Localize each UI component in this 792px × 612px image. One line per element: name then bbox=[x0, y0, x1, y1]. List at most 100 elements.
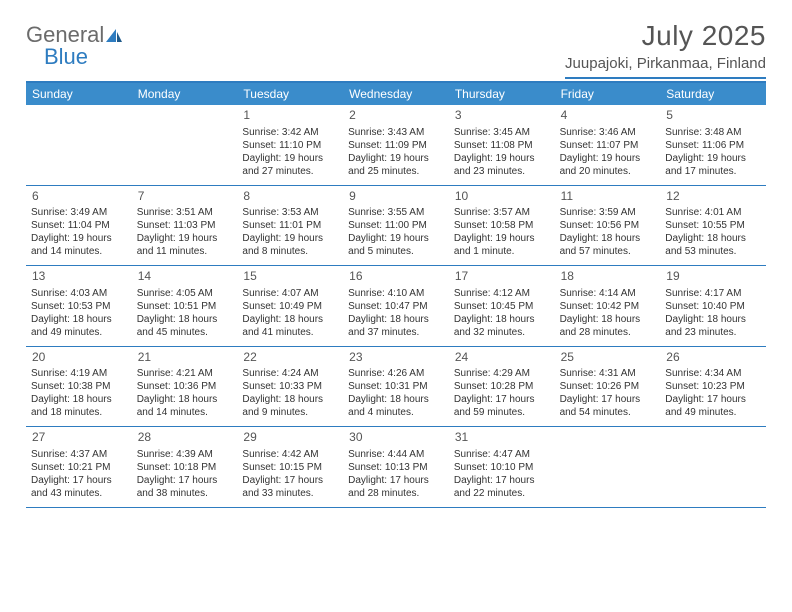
sunset-text: Sunset: 10:21 PM bbox=[31, 461, 127, 474]
day-number: 15 bbox=[242, 269, 338, 285]
day-cell: 18Sunrise: 4:14 AMSunset: 10:42 PMDaylig… bbox=[555, 266, 661, 346]
day-number: 28 bbox=[137, 430, 233, 446]
day-number: 23 bbox=[348, 350, 444, 366]
daylight-text: Daylight: 19 hours and 14 minutes. bbox=[31, 232, 127, 258]
empty-cell bbox=[555, 427, 661, 507]
daylight-text: Daylight: 18 hours and 37 minutes. bbox=[348, 313, 444, 339]
weeks-container: 1Sunrise: 3:42 AMSunset: 11:10 PMDayligh… bbox=[26, 105, 766, 508]
sunset-text: Sunset: 10:40 PM bbox=[665, 300, 761, 313]
daylight-text: Daylight: 18 hours and 9 minutes. bbox=[242, 393, 338, 419]
sunset-text: Sunset: 10:38 PM bbox=[31, 380, 127, 393]
day-cell: 12Sunrise: 4:01 AMSunset: 10:55 PMDaylig… bbox=[660, 186, 766, 266]
day-number: 1 bbox=[242, 108, 338, 124]
day-cell: 17Sunrise: 4:12 AMSunset: 10:45 PMDaylig… bbox=[449, 266, 555, 346]
day-cell: 15Sunrise: 4:07 AMSunset: 10:49 PMDaylig… bbox=[237, 266, 343, 346]
daylight-text: Daylight: 17 hours and 28 minutes. bbox=[348, 474, 444, 500]
week-row: 20Sunrise: 4:19 AMSunset: 10:38 PMDaylig… bbox=[26, 347, 766, 428]
sunset-text: Sunset: 10:45 PM bbox=[454, 300, 550, 313]
month-title: July 2025 bbox=[565, 20, 766, 52]
sunrise-text: Sunrise: 3:57 AM bbox=[454, 206, 550, 219]
day-cell: 9Sunrise: 3:55 AMSunset: 11:00 PMDayligh… bbox=[343, 186, 449, 266]
day-number: 10 bbox=[454, 189, 550, 205]
sunset-text: Sunset: 11:03 PM bbox=[137, 219, 233, 232]
day-cell: 1 Sunrise: 3:42 AMSunset: 11:10 PMDayligh… bbox=[237, 105, 343, 185]
sunset-text: Sunset: 10:13 PM bbox=[348, 461, 444, 474]
dayname-saturday: Saturday bbox=[660, 83, 766, 105]
day-cell: 25Sunrise: 4:31 AMSunset: 10:26 PMDaylig… bbox=[555, 347, 661, 427]
sunset-text: Sunset: 10:10 PM bbox=[454, 461, 550, 474]
day-cell: 22Sunrise: 4:24 AMSunset: 10:33 PMDaylig… bbox=[237, 347, 343, 427]
daylight-text: Daylight: 19 hours and 11 minutes. bbox=[137, 232, 233, 258]
sunrise-text: Sunrise: 4:29 AM bbox=[454, 367, 550, 380]
sunset-text: Sunset: 10:47 PM bbox=[348, 300, 444, 313]
logo-word-blue: Blue bbox=[26, 44, 88, 69]
daylight-text: Daylight: 18 hours and 4 minutes. bbox=[348, 393, 444, 419]
day-cell: 16Sunrise: 4:10 AMSunset: 10:47 PMDaylig… bbox=[343, 266, 449, 346]
daylight-text: Daylight: 19 hours and 25 minutes. bbox=[348, 152, 444, 178]
day-number: 2 bbox=[348, 108, 444, 124]
sunset-text: Sunset: 10:15 PM bbox=[242, 461, 338, 474]
day-number: 30 bbox=[348, 430, 444, 446]
logo-sail-icon bbox=[106, 25, 124, 47]
empty-cell bbox=[26, 105, 132, 185]
day-number: 4 bbox=[560, 108, 656, 124]
sunrise-text: Sunrise: 4:24 AM bbox=[242, 367, 338, 380]
day-cell: 24Sunrise: 4:29 AMSunset: 10:28 PMDaylig… bbox=[449, 347, 555, 427]
day-cell: 30 Sunrise: 4:44 AMSunset: 10:13 PMDaylig… bbox=[343, 427, 449, 507]
sunset-text: Sunset: 10:42 PM bbox=[560, 300, 656, 313]
day-number: 20 bbox=[31, 350, 127, 366]
week-row: 6Sunrise: 3:49 AMSunset: 11:04 PMDayligh… bbox=[26, 186, 766, 267]
sunrise-text: Sunrise: 3:48 AM bbox=[665, 126, 761, 139]
daylight-text: Daylight: 18 hours and 32 minutes. bbox=[454, 313, 550, 339]
sunset-text: Sunset: 10:53 PM bbox=[31, 300, 127, 313]
day-cell: 26Sunrise: 4:34 AMSunset: 10:23 PMDaylig… bbox=[660, 347, 766, 427]
day-cell: 21Sunrise: 4:21 AMSunset: 10:36 PMDaylig… bbox=[132, 347, 238, 427]
sunset-text: Sunset: 10:58 PM bbox=[454, 219, 550, 232]
day-cell: 13Sunrise: 4:03 AMSunset: 10:53 PMDaylig… bbox=[26, 266, 132, 346]
day-number: 29 bbox=[242, 430, 338, 446]
sunset-text: Sunset: 11:04 PM bbox=[31, 219, 127, 232]
day-number: 24 bbox=[454, 350, 550, 366]
sunrise-text: Sunrise: 3:53 AM bbox=[242, 206, 338, 219]
sunrise-text: Sunrise: 3:43 AM bbox=[348, 126, 444, 139]
day-number: 31 bbox=[454, 430, 550, 446]
day-number: 27 bbox=[31, 430, 127, 446]
sunrise-text: Sunrise: 4:14 AM bbox=[560, 287, 656, 300]
day-cell: 6Sunrise: 3:49 AMSunset: 11:04 PMDayligh… bbox=[26, 186, 132, 266]
sunrise-text: Sunrise: 4:21 AM bbox=[137, 367, 233, 380]
sunrise-text: Sunrise: 4:26 AM bbox=[348, 367, 444, 380]
day-cell: 8Sunrise: 3:53 AMSunset: 11:01 PMDayligh… bbox=[237, 186, 343, 266]
sunrise-text: Sunrise: 4:42 AM bbox=[242, 448, 338, 461]
location-label: Juupajoki, Pirkanmaa, Finland bbox=[565, 55, 766, 79]
sunrise-text: Sunrise: 3:49 AM bbox=[31, 206, 127, 219]
day-cell: 7Sunrise: 3:51 AMSunset: 11:03 PMDayligh… bbox=[132, 186, 238, 266]
sunrise-text: Sunrise: 4:31 AM bbox=[560, 367, 656, 380]
day-cell: 3Sunrise: 3:45 AMSunset: 11:08 PMDayligh… bbox=[449, 105, 555, 185]
daylight-text: Daylight: 19 hours and 20 minutes. bbox=[560, 152, 656, 178]
daylight-text: Daylight: 19 hours and 23 minutes. bbox=[454, 152, 550, 178]
day-cell: 31Sunrise: 4:47 AMSunset: 10:10 PMDaylig… bbox=[449, 427, 555, 507]
daylight-text: Daylight: 19 hours and 1 minute. bbox=[454, 232, 550, 258]
dayname-monday: Monday bbox=[132, 83, 238, 105]
sunset-text: Sunset: 11:01 PM bbox=[242, 219, 338, 232]
daylight-text: Daylight: 18 hours and 18 minutes. bbox=[31, 393, 127, 419]
sunrise-text: Sunrise: 3:55 AM bbox=[348, 206, 444, 219]
sunrise-text: Sunrise: 4:07 AM bbox=[242, 287, 338, 300]
sunset-text: Sunset: 11:10 PM bbox=[242, 139, 338, 152]
day-number: 8 bbox=[242, 189, 338, 205]
sunrise-text: Sunrise: 4:39 AM bbox=[137, 448, 233, 461]
sunrise-text: Sunrise: 4:44 AM bbox=[348, 448, 444, 461]
daylight-text: Daylight: 17 hours and 33 minutes. bbox=[242, 474, 338, 500]
dayname-friday: Friday bbox=[555, 83, 661, 105]
sunset-text: Sunset: 10:55 PM bbox=[665, 219, 761, 232]
week-row: 1Sunrise: 3:42 AMSunset: 11:10 PMDayligh… bbox=[26, 105, 766, 186]
sunrise-text: Sunrise: 4:37 AM bbox=[31, 448, 127, 461]
sunrise-text: Sunrise: 3:42 AM bbox=[242, 126, 338, 139]
day-number: 9 bbox=[348, 189, 444, 205]
sunset-text: Sunset: 11:06 PM bbox=[665, 139, 761, 152]
sunrise-text: Sunrise: 4:34 AM bbox=[665, 367, 761, 380]
daylight-text: Daylight: 17 hours and 59 minutes. bbox=[454, 393, 550, 419]
daylight-text: Daylight: 18 hours and 45 minutes. bbox=[137, 313, 233, 339]
day-number: 13 bbox=[31, 269, 127, 285]
daylight-text: Daylight: 19 hours and 27 minutes. bbox=[242, 152, 338, 178]
